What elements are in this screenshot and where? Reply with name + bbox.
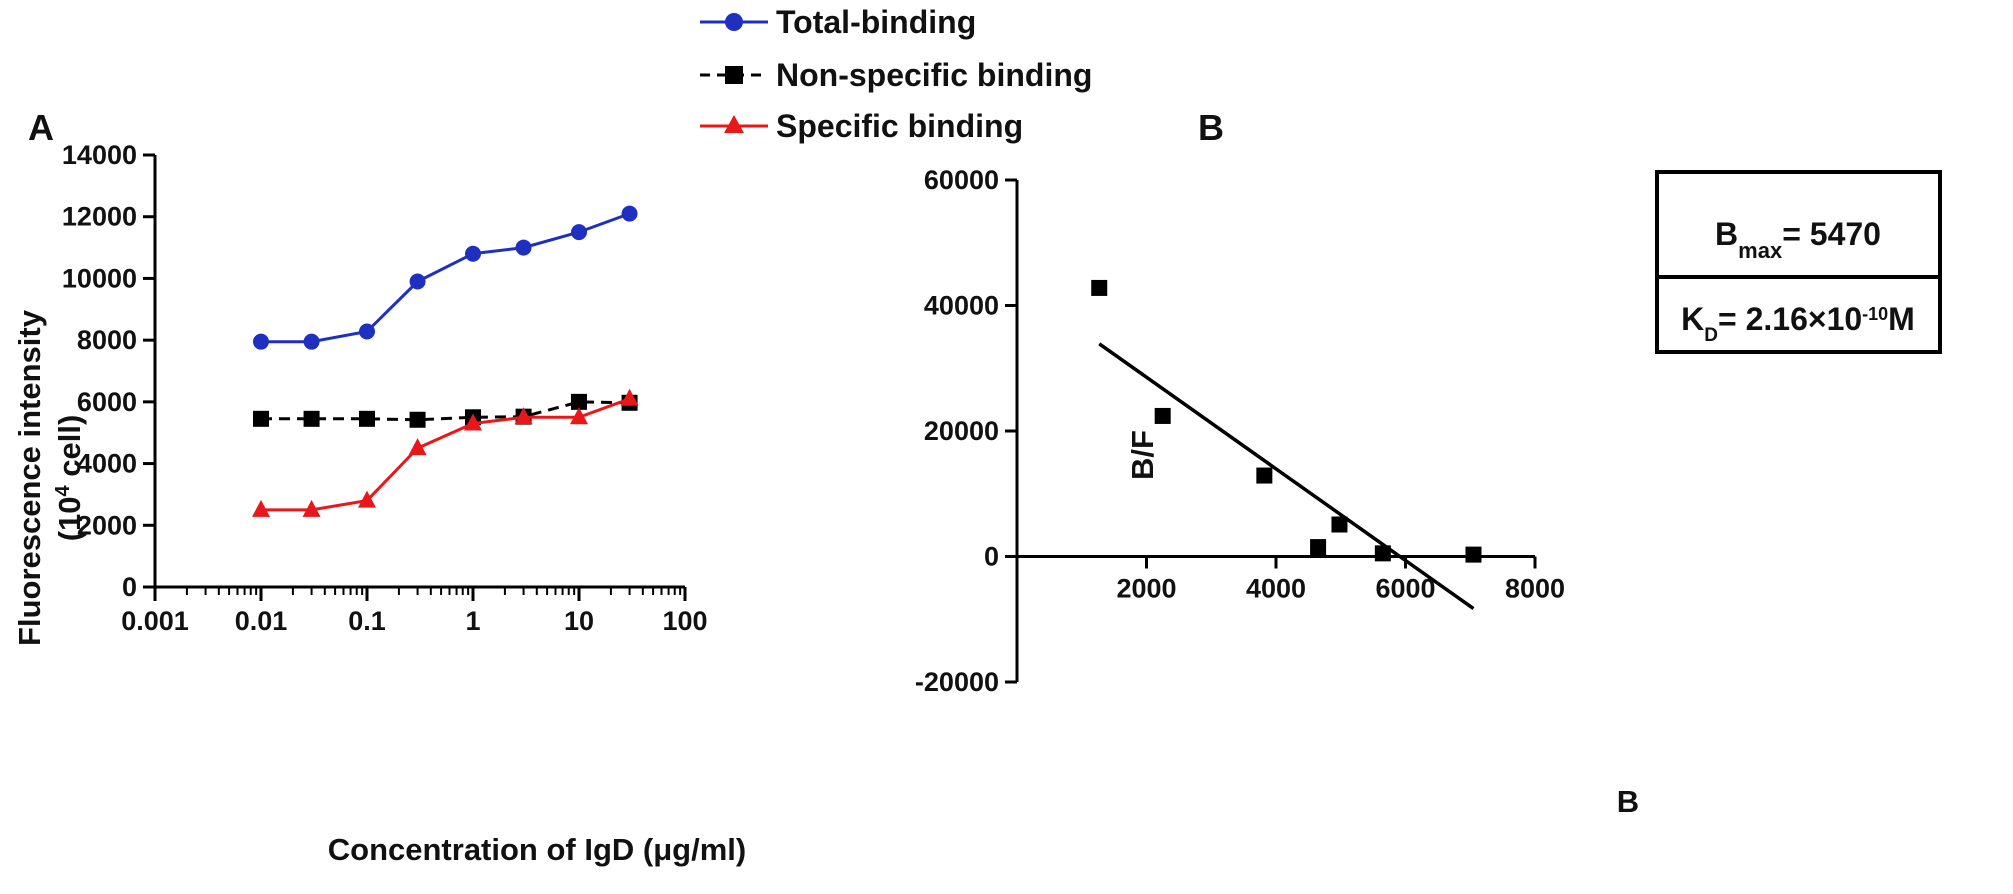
chart-a-xtick-label: 0.1 bbox=[348, 606, 386, 636]
chart-a-ytick-label: 6000 bbox=[77, 387, 137, 417]
chart-a-point-total bbox=[465, 245, 481, 262]
chart-a-ytick-label: 4000 bbox=[77, 449, 137, 479]
chart-a-xtick-label: 10 bbox=[564, 606, 594, 636]
chart-a-ytick-label: 2000 bbox=[77, 510, 137, 540]
chart-b-xtick-label: 2000 bbox=[1116, 574, 1176, 604]
kd-sub: D bbox=[1704, 325, 1718, 346]
chart-a-ylabel-line1: Fluorescence intensity bbox=[12, 309, 47, 646]
chart-a-xtick-label: 1 bbox=[465, 606, 480, 636]
bmax-text: Bmax= 5470 bbox=[1715, 216, 1881, 263]
chart-b-ytick-label: -20000 bbox=[915, 667, 999, 697]
kd-sup: -10 bbox=[1862, 304, 1888, 324]
chart-a-point-nonspecific bbox=[409, 411, 426, 428]
chart-a-point-total bbox=[303, 333, 320, 350]
chart-a-point-nonspecific bbox=[571, 393, 587, 410]
chart-b-ylabel: B/F bbox=[1125, 430, 1160, 480]
chart-a-point-specific bbox=[408, 438, 427, 456]
chart-b-point bbox=[1154, 407, 1171, 424]
chart-a-ytick-label: 14000 bbox=[62, 140, 137, 170]
legend-label-total: Total-binding bbox=[776, 4, 976, 40]
legend-marker-total bbox=[725, 13, 743, 31]
chart-b-point bbox=[1091, 279, 1108, 296]
chart-b-series bbox=[1091, 279, 1482, 611]
chart-a-axes: 0 2000 4000 6000 8000 10000 12000 14000 0.001 0.0… bbox=[62, 140, 708, 636]
chart-b-xtick-label: 4000 bbox=[1246, 574, 1306, 604]
legend-label-specific: Specific binding bbox=[776, 108, 1023, 144]
chart-a-point-total bbox=[515, 239, 532, 256]
chart-b-ytick-label: 20000 bbox=[924, 416, 999, 446]
chart-b-ytick-label: 40000 bbox=[924, 291, 999, 321]
legend: Total-binding Non-specific binding Speci… bbox=[700, 4, 1092, 144]
chart-b-point bbox=[1256, 467, 1273, 484]
chart-a-point-specific bbox=[464, 413, 482, 431]
chart-a-point-nonspecific bbox=[359, 410, 375, 427]
chart-a-point-specific bbox=[570, 407, 588, 425]
legend-item-nonspecific: Non-specific binding bbox=[700, 57, 1092, 93]
chart-b-xlabel: B bbox=[1617, 784, 1639, 819]
chart-b-axes: -20000 0 20000 40000 60000 2000 4000 6000 8000 bbox=[915, 165, 1565, 697]
bmax-sub: max bbox=[1738, 238, 1783, 263]
chart-b-xtick-label: 6000 bbox=[1375, 574, 1435, 604]
chart-a-series-line-nonspecific bbox=[261, 400, 630, 422]
chart-a-point-nonspecific bbox=[303, 410, 320, 427]
legend-item-total: Total-binding bbox=[700, 4, 976, 40]
chart-b-fit-line bbox=[1098, 342, 1475, 611]
chart-a-series-line-specific bbox=[261, 397, 631, 512]
chart-a-ylabel-prefix: (10 bbox=[52, 496, 87, 541]
chart-a-point-specific bbox=[358, 490, 376, 508]
kd-end: M bbox=[1888, 301, 1915, 337]
chart-a-ylabel: Fluorescence intensity (104 cell) bbox=[12, 309, 87, 646]
chart-a-series bbox=[252, 205, 639, 517]
kd-main: K bbox=[1681, 301, 1704, 337]
chart-a-ylabel-sup: 4 bbox=[52, 484, 74, 496]
chart-a-xtick-label: 0.001 bbox=[121, 606, 189, 636]
chart-b-ytick-label: 0 bbox=[984, 542, 999, 572]
chart-a-point-specific bbox=[514, 407, 533, 425]
chart-a-xtick-label: 0.01 bbox=[235, 606, 288, 636]
chart-a-point-specific bbox=[252, 499, 270, 517]
chart-a-ytick-label: 8000 bbox=[77, 325, 137, 355]
chart-a-point-specific bbox=[620, 388, 639, 406]
bmax-main: B bbox=[1715, 216, 1738, 252]
chart-a-point-specific bbox=[302, 499, 321, 517]
legend-marker-specific bbox=[724, 115, 744, 133]
chart-a-point-total bbox=[409, 273, 426, 290]
panel-label-b: B bbox=[1198, 107, 1224, 148]
chart-a-series-line-total bbox=[261, 212, 631, 344]
chart-a-ytick-label: 10000 bbox=[62, 263, 137, 293]
chart-b-ytick-label: 60000 bbox=[924, 165, 999, 195]
chart-a-ytick-label: 12000 bbox=[62, 202, 137, 232]
parameter-box: Bmax= 5470 KD= 2.16×10-10M bbox=[1655, 170, 1942, 354]
chart-a-point-total bbox=[359, 323, 375, 340]
bmax-rest: = 5470 bbox=[1782, 216, 1881, 252]
kd-mid: = 2.16×10 bbox=[1718, 301, 1862, 337]
chart-b-point bbox=[1465, 546, 1482, 563]
panel-label-a: A bbox=[28, 107, 54, 148]
chart-a-point-total bbox=[571, 224, 587, 241]
chart-a: 0 2000 4000 6000 8000 10000 12000 14000 0.001 0.0… bbox=[12, 140, 746, 867]
chart-a-point-total bbox=[621, 205, 638, 222]
chart-a-xlabel: Concentration of IgD (μg/ml) bbox=[328, 832, 747, 867]
chart-b-point bbox=[1374, 545, 1391, 562]
chart-a-point-total bbox=[253, 333, 269, 350]
kd-text: KD= 2.16×10-10M bbox=[1681, 301, 1915, 346]
chart-a-ytick-label: 0 bbox=[122, 572, 137, 602]
parameter-box-frame bbox=[1655, 170, 1942, 354]
chart-b-point bbox=[1331, 516, 1348, 533]
chart-b-point bbox=[1310, 539, 1327, 556]
legend-label-nonspecific: Non-specific binding bbox=[776, 57, 1092, 93]
chart-b-xtick-label: 8000 bbox=[1505, 574, 1565, 604]
legend-item-specific: Specific binding bbox=[700, 108, 1023, 144]
chart-a-point-nonspecific bbox=[253, 410, 269, 427]
chart-b: -20000 0 20000 40000 60000 2000 4000 6000 8000 B… bbox=[915, 165, 1942, 819]
chart-a-ylabel-line2: (104 cell) bbox=[52, 415, 87, 542]
legend-marker-nonspecific bbox=[725, 66, 743, 84]
chart-a-xtick-label: 100 bbox=[662, 606, 707, 636]
chart-a-ylabel-suffix: cell) bbox=[52, 415, 87, 486]
